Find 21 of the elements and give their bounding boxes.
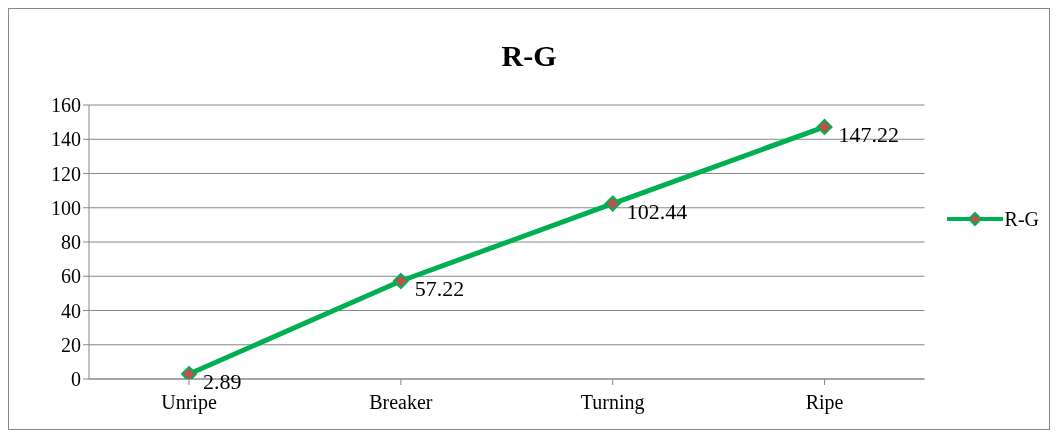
- data-label: 102.44: [626, 198, 688, 224]
- y-tick-label: 80: [61, 231, 81, 254]
- point: [392, 273, 409, 290]
- x-tick-label: Ripe: [805, 391, 844, 415]
- y-tick-label: 140: [51, 128, 81, 151]
- data-label: 57.22: [414, 276, 465, 302]
- data-label: 147.22: [838, 121, 900, 147]
- x-tick-label: Breaker: [369, 391, 433, 414]
- legend-label: R-G: [1004, 207, 1039, 231]
- point: [604, 195, 621, 212]
- point: [816, 118, 833, 135]
- y-tick-label: 60: [61, 265, 81, 288]
- y-tick-label: 0: [71, 368, 81, 391]
- y-tick-label: 20: [61, 333, 81, 356]
- y-tick-label: 120: [51, 162, 81, 185]
- y-tick-label: 100: [51, 196, 81, 219]
- y-tick-label: 160: [51, 94, 81, 117]
- point: [181, 366, 197, 379]
- x-tick-label: Turning: [580, 391, 645, 415]
- chart-title: R-G: [500, 39, 558, 73]
- y-tick-label: 40: [61, 299, 81, 322]
